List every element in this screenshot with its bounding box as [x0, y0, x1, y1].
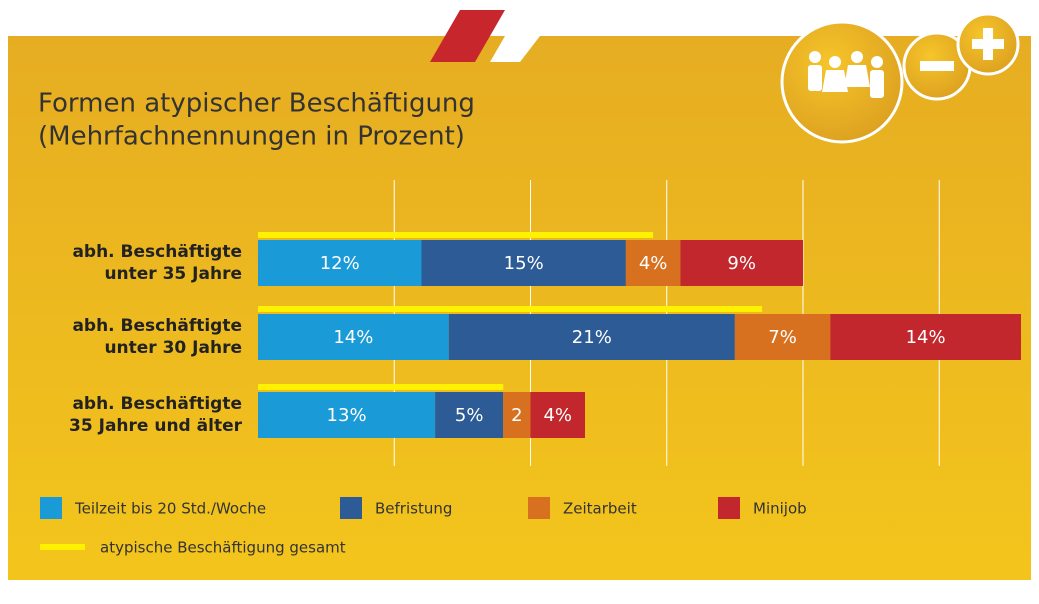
bar-segment [734, 314, 831, 360]
legend-swatch [718, 497, 740, 519]
bar-segment [830, 314, 1021, 360]
bar-segment [680, 240, 803, 286]
bar-segment [530, 392, 585, 438]
category-label: abh. Beschäftigte unter 35 Jahre [72, 242, 242, 284]
bar-segment [435, 392, 504, 438]
legend-label: atypische Beschäftigung gesamt [100, 539, 346, 557]
legend-label: Minijob [753, 500, 807, 518]
icon [780, 12, 1020, 144]
category-label: abh. Beschäftigte 35 Jahre und älter [69, 394, 243, 436]
bar-value-label: 15% [504, 253, 544, 274]
bar-value-label: 12% [320, 253, 360, 274]
bar-value-label: 21% [572, 327, 612, 348]
bar-segment [258, 240, 422, 286]
bar-segment [503, 392, 531, 438]
chart-title: Formen atypischer Beschäftigung [38, 89, 475, 119]
bar-value-label: 9% [727, 253, 756, 274]
legend-swatch [40, 544, 85, 550]
bar-value-label: 4% [639, 253, 668, 274]
decor-stripe [430, 10, 505, 62]
legend-label: Zeitarbeit [563, 500, 637, 518]
legend-label: Befristung [375, 500, 452, 518]
total-line [258, 232, 654, 238]
bar-segment [421, 240, 626, 286]
total-line [258, 306, 763, 312]
bar-segment [258, 314, 449, 360]
bar-value-label: 5% [455, 405, 484, 426]
bar-value-label: 14% [906, 327, 946, 348]
category-label: abh. Beschäftigte unter 30 Jahre [72, 316, 242, 358]
legend-swatch [340, 497, 362, 519]
bar-value-label: 13% [327, 405, 367, 426]
bar-segment [625, 240, 681, 286]
bar-value-label: 14% [333, 327, 373, 348]
chart-subtitle: (Mehrfachnennungen in Prozent) [38, 122, 465, 152]
legend-swatch [528, 497, 550, 519]
bar-segment [448, 314, 735, 360]
legend-swatch [40, 497, 62, 519]
bar-value-label: 2 [511, 405, 522, 426]
bar-value-label: 4% [543, 405, 572, 426]
decor-notch [490, 36, 540, 62]
bar-value-label: 7% [768, 327, 797, 348]
bar-segment [258, 392, 436, 438]
legend-label: Teilzeit bis 20 Std./Woche [74, 500, 266, 518]
total-line [258, 384, 504, 390]
